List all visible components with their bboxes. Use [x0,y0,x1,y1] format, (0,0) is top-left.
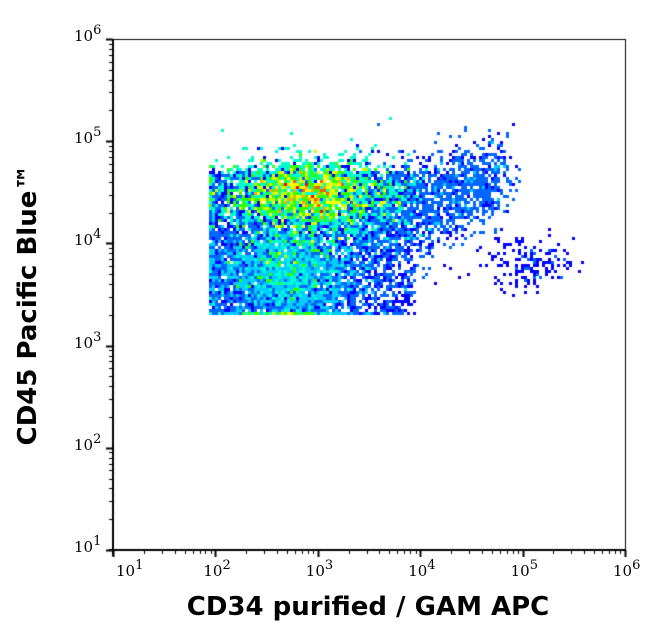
y-tick-label: 106 [74,23,102,45]
x-tick-label: 105 [510,558,538,580]
y-tick-label: 104 [74,227,102,250]
y-tick-label: 102 [74,431,102,454]
y-tick-label: 101 [74,534,102,556]
y-tick-label: 105 [74,125,102,148]
x-tick-label: 102 [203,558,231,580]
y-tick-label: 103 [74,329,102,352]
x-tick-label: 101 [116,558,144,580]
x-tick-label: 104 [408,558,436,580]
x-tick-label: 103 [305,558,334,580]
y-axis-title: CD45 Pacific Blue™ [13,164,43,446]
x-axis-title: CD34 purified / GAM APC [186,592,550,622]
x-tick-label: 106 [613,558,641,580]
